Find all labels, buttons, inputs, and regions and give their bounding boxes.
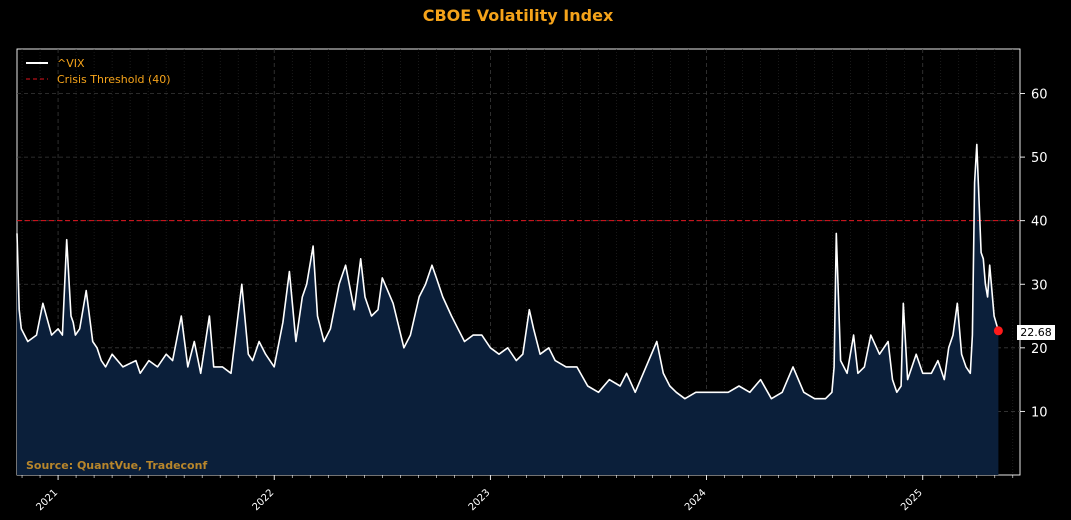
x-axis: 2021 2022 2023 2024 2025 <box>21 475 1014 513</box>
last-value-box: 22.68 <box>1017 325 1055 340</box>
x-tick-label: 2024 <box>683 487 709 513</box>
y-tick-label: 10 <box>1031 405 1048 420</box>
y-tick-label: 60 <box>1031 88 1048 103</box>
y-tick-label: 30 <box>1031 278 1048 293</box>
x-tick-label: 2025 <box>899 487 925 513</box>
x-tick-label: 2023 <box>467 487 493 513</box>
y-axis: 10 20 30 40 50 60 <box>1020 88 1048 420</box>
legend-vix-label: ^VIX <box>57 57 85 70</box>
y-tick-label: 50 <box>1031 151 1048 166</box>
vix-line <box>16 143 1000 400</box>
last-value-label: 22.68 <box>1020 326 1052 339</box>
last-value-marker <box>993 326 1003 336</box>
legend: ^VIX Crisis Threshold (40) <box>26 57 171 86</box>
vix-area-fill <box>17 144 999 475</box>
y-tick-label: 40 <box>1031 215 1048 230</box>
y-tick-label: 20 <box>1031 342 1048 357</box>
source-note: Source: QuantVue, Tradeconf <box>26 459 207 472</box>
x-tick-label: 2021 <box>34 487 60 513</box>
chart-title: CBOE Volatility Index <box>423 6 614 25</box>
legend-threshold-label: Crisis Threshold (40) <box>57 73 171 86</box>
x-tick-label: 2022 <box>251 487 277 513</box>
